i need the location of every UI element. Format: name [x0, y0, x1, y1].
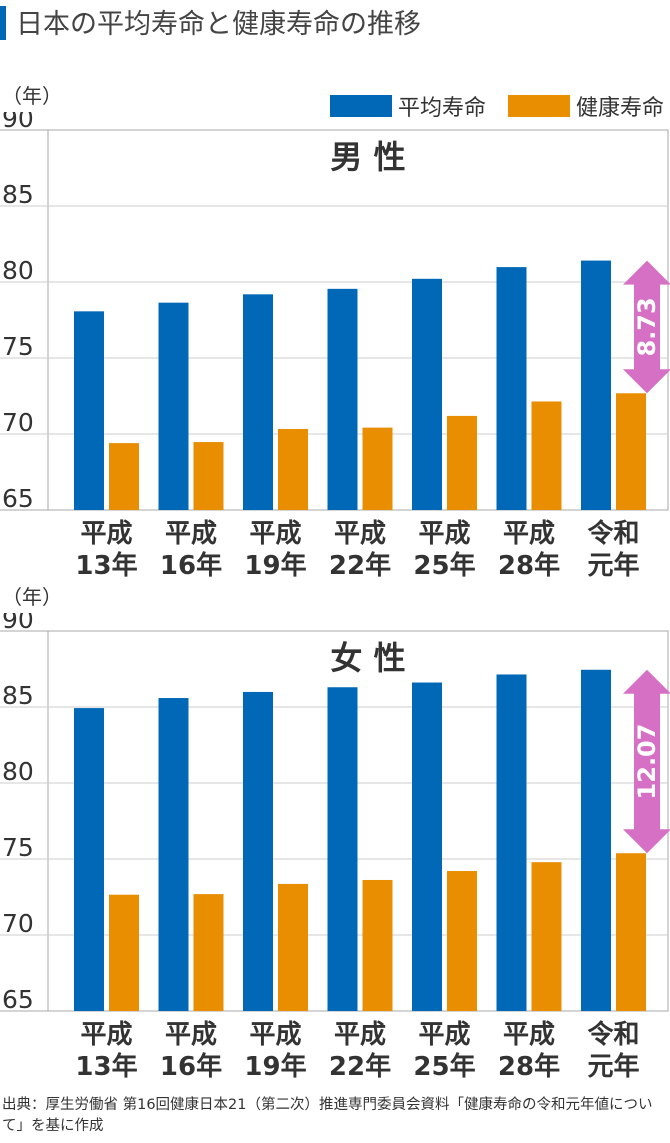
female-x-tick-label: 25年	[413, 1051, 475, 1082]
male-y-tick-label: 70	[2, 408, 34, 437]
male-y-tick-label: 75	[2, 332, 34, 361]
female-bar-average	[496, 674, 527, 1011]
legend-item-healthy-life: 健康寿命	[507, 90, 664, 122]
female-x-tick-label: 平成	[334, 1020, 386, 1050]
female-y-tick-label: 70	[2, 909, 34, 938]
male-y-tick-label: 65	[2, 484, 34, 513]
male-x-tick-label: 25年	[413, 550, 475, 581]
female-x-tick-label: 平成	[165, 1020, 217, 1050]
female-y-tick-label: 85	[2, 681, 34, 710]
female-difference-label: 12.07	[633, 724, 661, 800]
female-bar-average	[412, 682, 442, 1011]
male-bar-average	[412, 278, 442, 510]
male-x-tick-label: 令和	[587, 518, 639, 549]
female-x-tick-label: 元年	[587, 1051, 639, 1082]
female-bar-average	[581, 669, 611, 1011]
female-x-tick-label: 13年	[75, 1051, 137, 1082]
female-bar-healthy	[362, 879, 393, 1011]
female-y-tick-label: 65	[2, 985, 34, 1014]
male-difference-label: 8.73	[633, 297, 661, 356]
female-x-tick-label: 平成	[503, 1020, 555, 1050]
female-y-tick-label: 80	[2, 757, 34, 786]
male-bar-average	[496, 267, 527, 510]
male-y-tick-label: 85	[2, 180, 34, 209]
y-unit-label-male: （年）	[2, 84, 62, 108]
male-bar-average	[243, 294, 273, 510]
female-bar-healthy	[531, 862, 562, 1011]
male-bar-average	[581, 260, 611, 510]
male-bar-healthy	[616, 393, 646, 510]
page-title: 日本の平均寿命と健康寿命の推移	[16, 9, 421, 40]
y-unit-label-female: （年）	[2, 585, 62, 609]
male-difference-arrow	[623, 260, 670, 394]
female-bar-average	[327, 687, 358, 1011]
source-note: 出典：厚生労働省 第16回健康日本21（第二次）推進専門委員会資料「健康寿命の令…	[2, 1097, 653, 1134]
female-bar-average	[158, 698, 189, 1011]
male-y-tick-label: 80	[2, 256, 34, 285]
male-x-tick-label: 16年	[160, 550, 222, 581]
female-x-tick-label: 19年	[244, 1051, 306, 1082]
male-bar-average	[74, 311, 104, 510]
legend-swatch-average-life	[329, 95, 392, 117]
male-x-tick-label: 平成	[165, 519, 217, 549]
male-x-tick-label: 平成	[334, 519, 386, 549]
female-y-tick-label: 75	[2, 833, 34, 862]
male-x-tick-label: 22年	[329, 550, 391, 581]
legend-label-healthy-life: 健康寿命	[575, 96, 664, 121]
female-y-tick-label: 90	[2, 613, 34, 634]
male-x-tick-label: 平成	[249, 519, 301, 549]
male-x-tick-label: 13年	[75, 550, 137, 581]
male-plot-frame	[47, 129, 669, 511]
male-bar-healthy	[193, 442, 224, 510]
title-accent-bar	[0, 6, 6, 40]
male-bar-healthy	[531, 401, 562, 510]
male-x-tick-label: 平成	[418, 519, 470, 549]
legend-label-average-life: 平均寿命	[397, 96, 486, 121]
male-chart-title: 男 性	[330, 138, 405, 176]
legend-swatch-healthy-life	[507, 95, 570, 117]
female-x-tick-label: 平成	[249, 1020, 301, 1050]
female-x-tick-label: 22年	[329, 1051, 391, 1082]
female-bar-healthy	[278, 883, 308, 1011]
female-bar-average	[243, 691, 273, 1011]
female-bar-healthy	[447, 871, 477, 1011]
female-difference-arrow	[623, 669, 670, 854]
female-bar-healthy	[616, 853, 646, 1011]
male-x-tick-label: 元年	[587, 550, 639, 581]
legend: 平均寿命 健康寿命	[308, 90, 664, 122]
male-bar-average	[158, 302, 189, 510]
female-x-tick-label: 令和	[587, 1019, 639, 1050]
female-plot-frame	[47, 630, 669, 1012]
female-x-tick-label: 28年	[498, 1051, 560, 1082]
female-x-tick-label: 平成	[418, 1020, 470, 1050]
female-bar-healthy	[109, 894, 139, 1011]
male-bar-healthy	[362, 427, 393, 510]
male-x-tick-label: 19年	[244, 550, 306, 581]
female-x-tick-label: 16年	[160, 1051, 222, 1082]
female-bar-healthy	[193, 894, 224, 1011]
female-bar-average	[74, 708, 104, 1011]
female-chart-title: 女 性	[330, 639, 405, 677]
male-bar-average	[327, 288, 358, 510]
male-x-tick-label: 28年	[498, 550, 560, 581]
female-x-tick-label: 平成	[80, 1020, 132, 1050]
male-bar-healthy	[447, 415, 477, 510]
legend-item-average-life: 平均寿命	[329, 90, 486, 122]
male-bar-healthy	[278, 428, 308, 510]
male-x-tick-label: 平成	[503, 519, 555, 549]
male-x-tick-label: 平成	[80, 519, 132, 549]
male-y-tick-label: 90	[2, 112, 34, 133]
male-bar-healthy	[109, 443, 139, 510]
